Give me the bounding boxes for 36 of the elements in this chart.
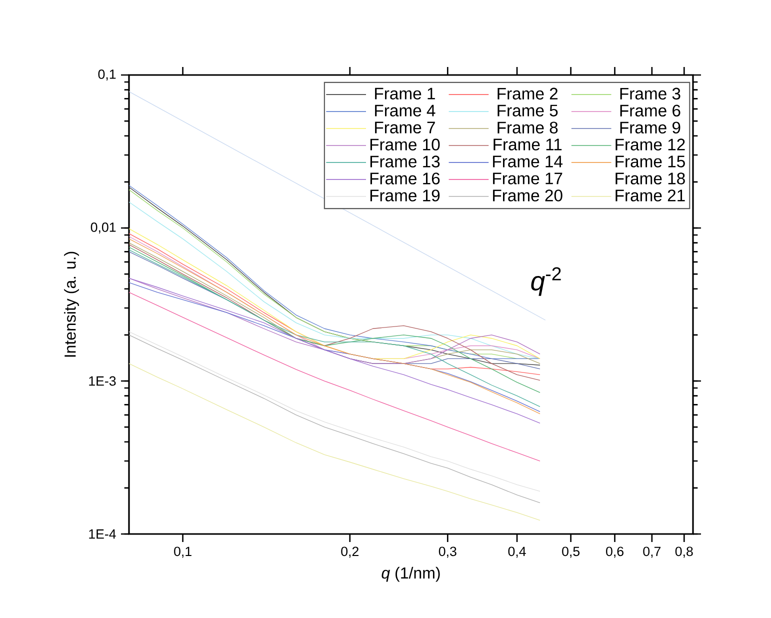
legend-label: Frame 10 — [370, 138, 440, 150]
legend-label: Frame 7 — [375, 122, 435, 134]
legend-label: Frame 9 — [620, 122, 680, 134]
x-tick-label: 0,2 — [341, 546, 358, 558]
y-axis-title: Intensity (a. u.) — [64, 252, 79, 357]
x-axis-title: q (1/nm) — [382, 566, 440, 582]
legend-label: Frame 21 — [616, 190, 685, 202]
x-tick-label: 0,8 — [675, 546, 693, 558]
x-tick-label: 0,1 — [174, 546, 192, 558]
legend-label: Frame 4 — [375, 104, 436, 116]
legend-label: Frame 3 — [620, 88, 680, 100]
y-tick-label: 0,1 — [98, 70, 116, 81]
legend-label: Frame 5 — [498, 104, 558, 116]
x-tick-label: 0,6 — [606, 546, 624, 558]
y-tick-label: 0,01 — [90, 222, 116, 234]
x-tick-label: 0,7 — [643, 546, 661, 558]
text: Frame 18 — [616, 172, 685, 184]
legend-label: Frame 12 — [616, 138, 685, 150]
annotation: q$^{-2}$ — [531, 267, 561, 296]
legend-label: Frame 8 — [498, 122, 558, 134]
legend-label: Frame 6 — [620, 104, 680, 117]
x-tick-label: 0,3 — [438, 546, 456, 558]
legend-label: Frame 11 — [494, 138, 562, 150]
legend-label: Frame 14 — [493, 156, 563, 168]
legend-label: Frame 13 — [370, 156, 440, 168]
legend-label: Frame 17 — [493, 172, 562, 184]
legend-label: Frame 19 — [370, 190, 440, 202]
x-tick-label: 0,5 — [562, 546, 580, 558]
legend-label: Frame 15 — [616, 156, 685, 168]
legend-label: Frame 1 — [375, 88, 435, 100]
y-tick-label: 1E-3 — [89, 376, 116, 386]
x-tick-label: 0,4 — [508, 546, 526, 558]
legend-label: Frame 16 — [370, 172, 440, 184]
legend-label: Frame 2 — [498, 88, 558, 100]
y-tick-label: 1E-4 — [89, 529, 116, 539]
legend-label: Frame 20 — [493, 190, 562, 202]
